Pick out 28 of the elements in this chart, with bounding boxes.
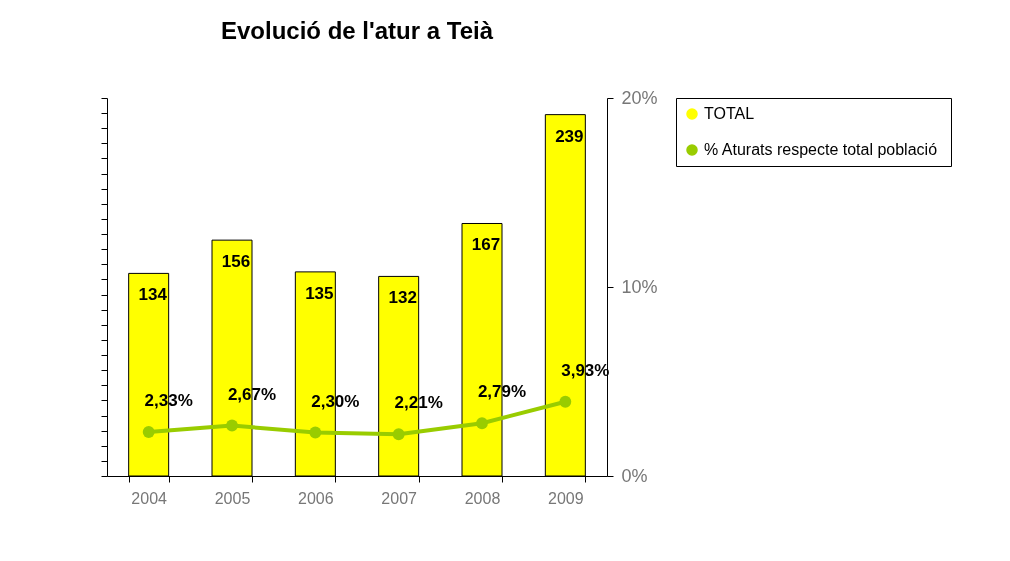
point	[142, 426, 155, 438]
x-tick-label: 2005	[214, 489, 251, 507]
y2-tick-label: 0%	[621, 465, 648, 486]
data-label: 239	[555, 126, 584, 146]
point	[559, 395, 572, 408]
point	[392, 428, 405, 441]
x-tick-label: 2006	[298, 489, 334, 507]
y2-tick-label: 10%	[621, 276, 658, 297]
chart-title: Evolució de l'atur a Teià	[220, 17, 494, 44]
data-label: 2,30%	[311, 391, 360, 411]
data-label: 134	[138, 285, 168, 305]
x-tick-label: 2009	[548, 489, 584, 507]
data-label: 3,93%	[561, 360, 610, 380]
y2-tick-label: 20%	[621, 87, 658, 108]
data-label: 2,21%	[394, 393, 443, 413]
legend-label: TOTAL	[704, 105, 755, 122]
x-tick-label: 2008	[464, 489, 501, 507]
point	[309, 426, 322, 439]
point	[226, 419, 238, 432]
data-label: 167	[471, 235, 501, 255]
legend-label: % Aturats respecte total població	[704, 141, 938, 158]
data-label: 156	[221, 252, 251, 272]
data-label: 132	[388, 288, 417, 308]
data-label: 2,33%	[144, 390, 193, 410]
point	[476, 417, 488, 430]
data-label: 135	[305, 283, 334, 303]
x-tick-label: 2004	[131, 489, 168, 507]
x-tick-label: 2007	[381, 489, 418, 507]
